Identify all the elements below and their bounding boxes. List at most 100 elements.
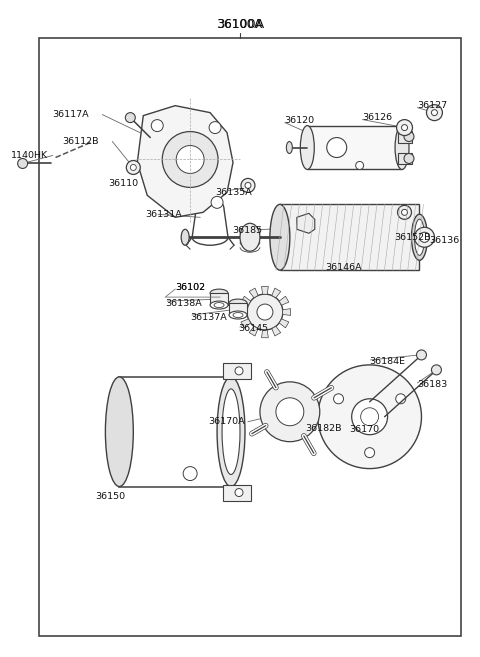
Ellipse shape: [210, 289, 228, 297]
Text: 36102: 36102: [175, 283, 205, 292]
Polygon shape: [279, 296, 289, 306]
Polygon shape: [272, 327, 281, 336]
Polygon shape: [239, 309, 247, 315]
Circle shape: [176, 146, 204, 173]
Circle shape: [183, 466, 197, 480]
Circle shape: [125, 112, 135, 123]
Bar: [38, 38, 461, 636]
Circle shape: [211, 196, 223, 208]
Text: 36184E: 36184E: [370, 357, 406, 367]
Circle shape: [276, 397, 304, 426]
Bar: [307, 125, 402, 170]
Circle shape: [245, 183, 251, 189]
Bar: [223, 363, 251, 379]
Ellipse shape: [411, 214, 428, 260]
Text: 36117A: 36117A: [52, 110, 89, 119]
Circle shape: [257, 304, 273, 320]
Text: 36152B: 36152B: [395, 233, 431, 242]
Circle shape: [402, 210, 408, 215]
Circle shape: [318, 365, 421, 468]
Ellipse shape: [210, 301, 228, 309]
Polygon shape: [283, 309, 290, 315]
Text: 36110: 36110: [108, 179, 139, 188]
Circle shape: [235, 489, 243, 497]
Circle shape: [365, 447, 374, 458]
Circle shape: [302, 409, 308, 415]
Polygon shape: [279, 319, 289, 328]
Circle shape: [356, 162, 364, 170]
Ellipse shape: [240, 223, 260, 251]
Polygon shape: [241, 296, 251, 306]
Circle shape: [426, 104, 443, 121]
Text: 36100A: 36100A: [216, 18, 264, 32]
Circle shape: [151, 120, 163, 131]
Circle shape: [420, 233, 430, 242]
Circle shape: [334, 394, 344, 404]
Text: 36136: 36136: [430, 236, 460, 245]
Text: 36100A: 36100A: [217, 18, 263, 32]
Ellipse shape: [300, 125, 314, 170]
Polygon shape: [249, 288, 258, 298]
Text: 36131A: 36131A: [145, 210, 182, 219]
Circle shape: [18, 158, 28, 168]
Circle shape: [298, 405, 312, 419]
Circle shape: [162, 131, 218, 187]
Text: 36146A: 36146A: [325, 263, 361, 272]
Circle shape: [241, 179, 255, 193]
Text: 36137A: 36137A: [190, 313, 227, 321]
Ellipse shape: [214, 303, 224, 307]
Text: 36138A: 36138A: [165, 298, 202, 307]
Circle shape: [432, 110, 437, 116]
Circle shape: [402, 125, 408, 131]
Ellipse shape: [229, 311, 247, 319]
Ellipse shape: [181, 229, 189, 245]
Bar: [280, 204, 420, 270]
Bar: [398, 131, 412, 143]
Circle shape: [209, 122, 221, 133]
Ellipse shape: [415, 219, 424, 256]
Ellipse shape: [229, 299, 247, 307]
Text: 36185: 36185: [232, 226, 262, 235]
Text: 36145: 36145: [238, 325, 268, 334]
Circle shape: [352, 399, 387, 435]
Text: 36120: 36120: [284, 116, 314, 125]
Text: 36102: 36102: [175, 283, 205, 292]
Circle shape: [327, 137, 347, 158]
Ellipse shape: [395, 125, 409, 170]
Circle shape: [420, 233, 430, 242]
Circle shape: [247, 294, 283, 330]
Text: 36112B: 36112B: [62, 137, 99, 146]
Circle shape: [397, 206, 411, 219]
Polygon shape: [249, 327, 258, 336]
Text: 36127: 36127: [418, 101, 448, 110]
Text: 36135A: 36135A: [215, 188, 252, 197]
Polygon shape: [297, 214, 315, 233]
Text: 36150: 36150: [96, 492, 126, 501]
Circle shape: [126, 160, 140, 175]
Circle shape: [404, 154, 414, 164]
Circle shape: [235, 367, 243, 375]
Ellipse shape: [287, 141, 292, 154]
Bar: [229, 303, 247, 315]
Circle shape: [396, 394, 406, 404]
Circle shape: [415, 227, 434, 247]
Polygon shape: [262, 286, 268, 294]
Bar: [120, 377, 231, 487]
Text: 36126: 36126: [363, 113, 393, 122]
Circle shape: [432, 365, 442, 375]
Circle shape: [360, 408, 379, 426]
Ellipse shape: [222, 389, 240, 474]
Polygon shape: [262, 330, 268, 338]
Text: 36170A: 36170A: [208, 417, 245, 426]
Polygon shape: [137, 106, 233, 217]
Ellipse shape: [233, 313, 243, 317]
Ellipse shape: [270, 204, 290, 270]
Bar: [223, 485, 251, 501]
Text: 36182B: 36182B: [305, 424, 341, 433]
Ellipse shape: [217, 377, 245, 487]
Circle shape: [130, 164, 136, 170]
Ellipse shape: [106, 377, 133, 487]
Circle shape: [260, 382, 320, 442]
Circle shape: [417, 350, 426, 360]
Text: 36170: 36170: [350, 425, 380, 434]
